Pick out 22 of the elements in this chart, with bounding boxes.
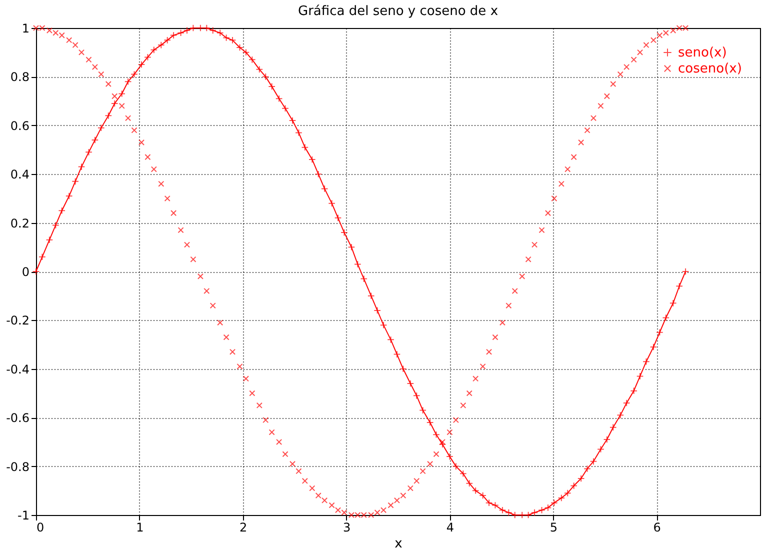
legend-label: coseno(x) [678, 62, 742, 76]
x-tick-label: 6 [653, 520, 661, 534]
x-tick-label: 1 [136, 520, 144, 534]
y-tick-label: -0.8 [6, 460, 30, 474]
y-tick-label: 0.6 [10, 118, 30, 133]
y-tick-label: -1 [18, 508, 30, 522]
x-tick-label: 2 [240, 520, 248, 534]
y-tick-label: 0.4 [10, 168, 30, 182]
y-tick-label: 0 [22, 265, 30, 279]
y-tick-label: -0.6 [6, 411, 30, 426]
x-tick-label: 5 [550, 520, 558, 534]
y-tick-label: -0.4 [6, 362, 30, 376]
legend-label: seno(x) [678, 46, 727, 60]
y-tick-label: -0.2 [6, 314, 30, 328]
x-tick-label: 4 [446, 520, 454, 534]
x-tick-label: 0 [36, 520, 44, 534]
chart-title: Gráfica del seno y coseno de x [298, 4, 498, 19]
x-axis-title: x [394, 536, 403, 552]
x-tick-label: 3 [342, 520, 351, 534]
y-tick-label: 0.8 [10, 70, 30, 84]
y-tick-label: 0.2 [10, 216, 30, 230]
y-tick-label: 1 [22, 22, 30, 36]
